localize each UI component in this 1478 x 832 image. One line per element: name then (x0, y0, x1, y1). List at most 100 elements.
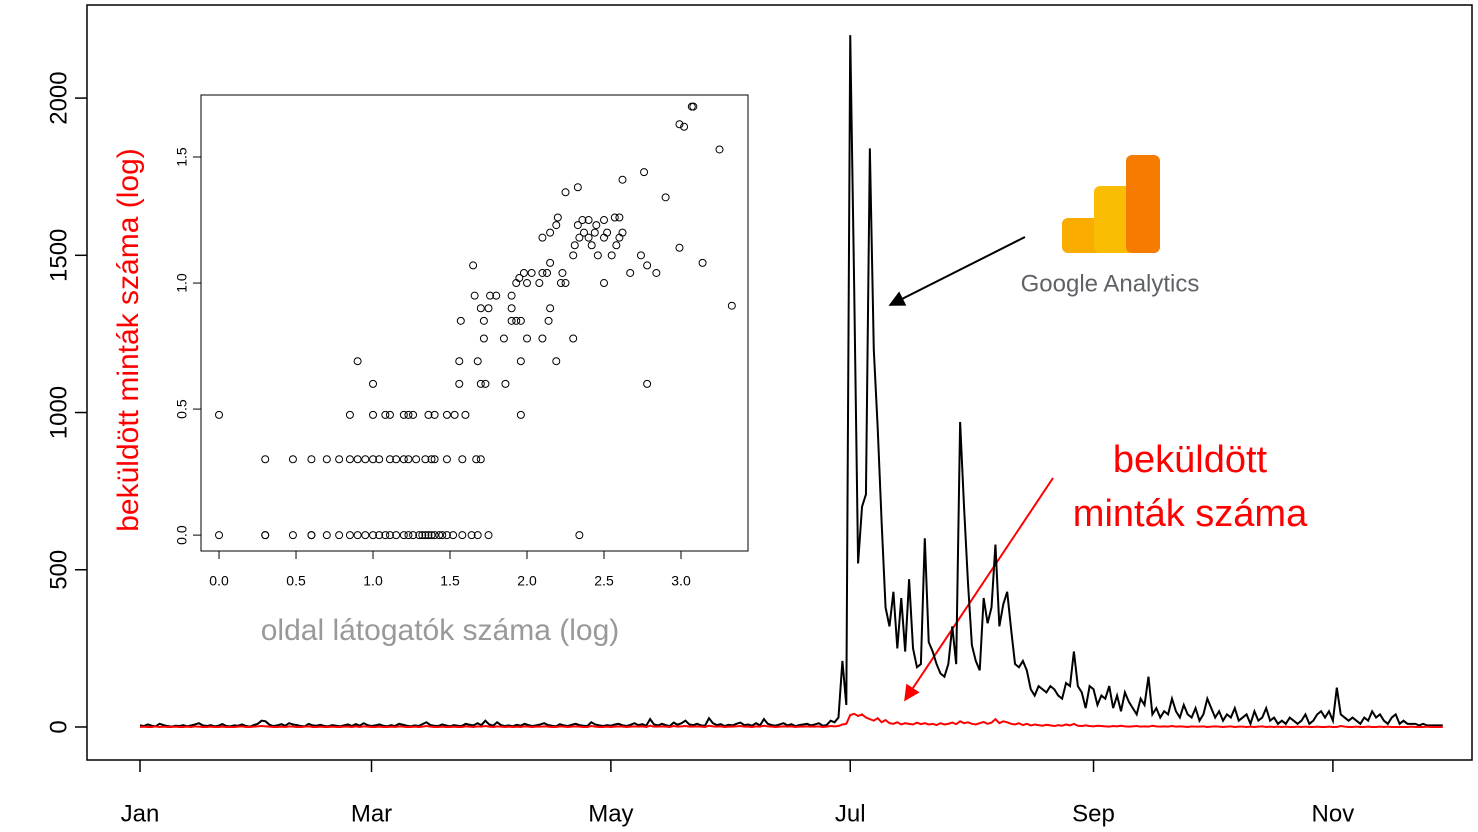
point (570, 241, 579, 250)
y-axis-label: beküldött minták száma (log) (112, 148, 145, 532)
point (727, 301, 736, 310)
point (643, 379, 652, 388)
point (561, 279, 570, 288)
point (469, 261, 478, 270)
point (375, 531, 384, 540)
point (385, 455, 394, 464)
point (409, 531, 418, 540)
point (307, 531, 316, 540)
point (472, 455, 481, 464)
y-tick-label: 1.5 (174, 147, 190, 167)
point (399, 531, 408, 540)
point (484, 304, 493, 313)
annotation: beküldött (1113, 439, 1268, 481)
point (569, 334, 578, 343)
point (523, 279, 532, 288)
point (680, 122, 689, 131)
x-tick-label: Sep (1072, 800, 1115, 827)
point (399, 455, 408, 464)
point (479, 334, 488, 343)
y-tick-label: 0 (45, 720, 72, 733)
point (538, 233, 547, 242)
point (689, 102, 698, 111)
point (369, 531, 378, 540)
point (476, 304, 485, 313)
point (492, 291, 501, 300)
y-tick-label: 1500 (45, 229, 72, 282)
x-tick-label: 0.5 (286, 573, 306, 589)
point (552, 221, 561, 230)
y-tick-label: 2000 (45, 71, 72, 124)
logo-bar (1126, 155, 1160, 253)
point (215, 410, 224, 419)
point (353, 531, 362, 540)
arrow (888, 236, 1026, 306)
point (375, 455, 384, 464)
point (381, 531, 390, 540)
point (535, 279, 544, 288)
x-tick-label: 2.5 (594, 573, 614, 589)
point (626, 268, 635, 277)
point (546, 228, 555, 237)
point (512, 316, 521, 325)
point (381, 410, 390, 419)
point (322, 455, 331, 464)
y-tick-label: 0.0 (174, 525, 190, 545)
point (385, 410, 394, 419)
point (579, 228, 588, 237)
point (544, 316, 553, 325)
point (369, 410, 378, 419)
point (516, 357, 525, 366)
point (215, 531, 224, 540)
point (556, 279, 565, 288)
point (484, 531, 493, 540)
point (573, 183, 582, 192)
point (261, 455, 270, 464)
series-line (139, 712, 1443, 729)
point (450, 410, 459, 419)
x-tick-label: Jul (835, 800, 866, 827)
point (610, 213, 619, 222)
point (385, 531, 394, 540)
point (369, 379, 378, 388)
point (421, 455, 430, 464)
point (476, 455, 485, 464)
x-tick-label: Mar (351, 800, 392, 827)
point (479, 316, 488, 325)
point (335, 531, 344, 540)
point (335, 455, 344, 464)
point (409, 410, 418, 419)
point (538, 334, 547, 343)
point (515, 274, 524, 283)
point (507, 291, 516, 300)
point (527, 268, 536, 277)
point (461, 410, 470, 419)
point (467, 531, 476, 540)
point (361, 455, 370, 464)
y-tick-label: 500 (45, 550, 72, 590)
point (427, 531, 436, 540)
point (675, 120, 684, 129)
point (607, 251, 616, 260)
point (561, 188, 570, 197)
series-line (139, 35, 1443, 728)
point (470, 291, 479, 300)
point (552, 357, 561, 366)
point (442, 455, 451, 464)
google-analytics-logo (1062, 155, 1160, 253)
point (345, 531, 354, 540)
point (569, 251, 578, 260)
point (404, 410, 413, 419)
x-tick-label: Jan (121, 800, 160, 827)
point (345, 455, 354, 464)
point (392, 455, 401, 464)
point (592, 221, 601, 230)
y-tick-label: 1.0 (174, 273, 190, 293)
point (543, 268, 552, 277)
point (442, 531, 451, 540)
point (424, 410, 433, 419)
point (675, 243, 684, 252)
point (476, 379, 485, 388)
point (353, 455, 362, 464)
